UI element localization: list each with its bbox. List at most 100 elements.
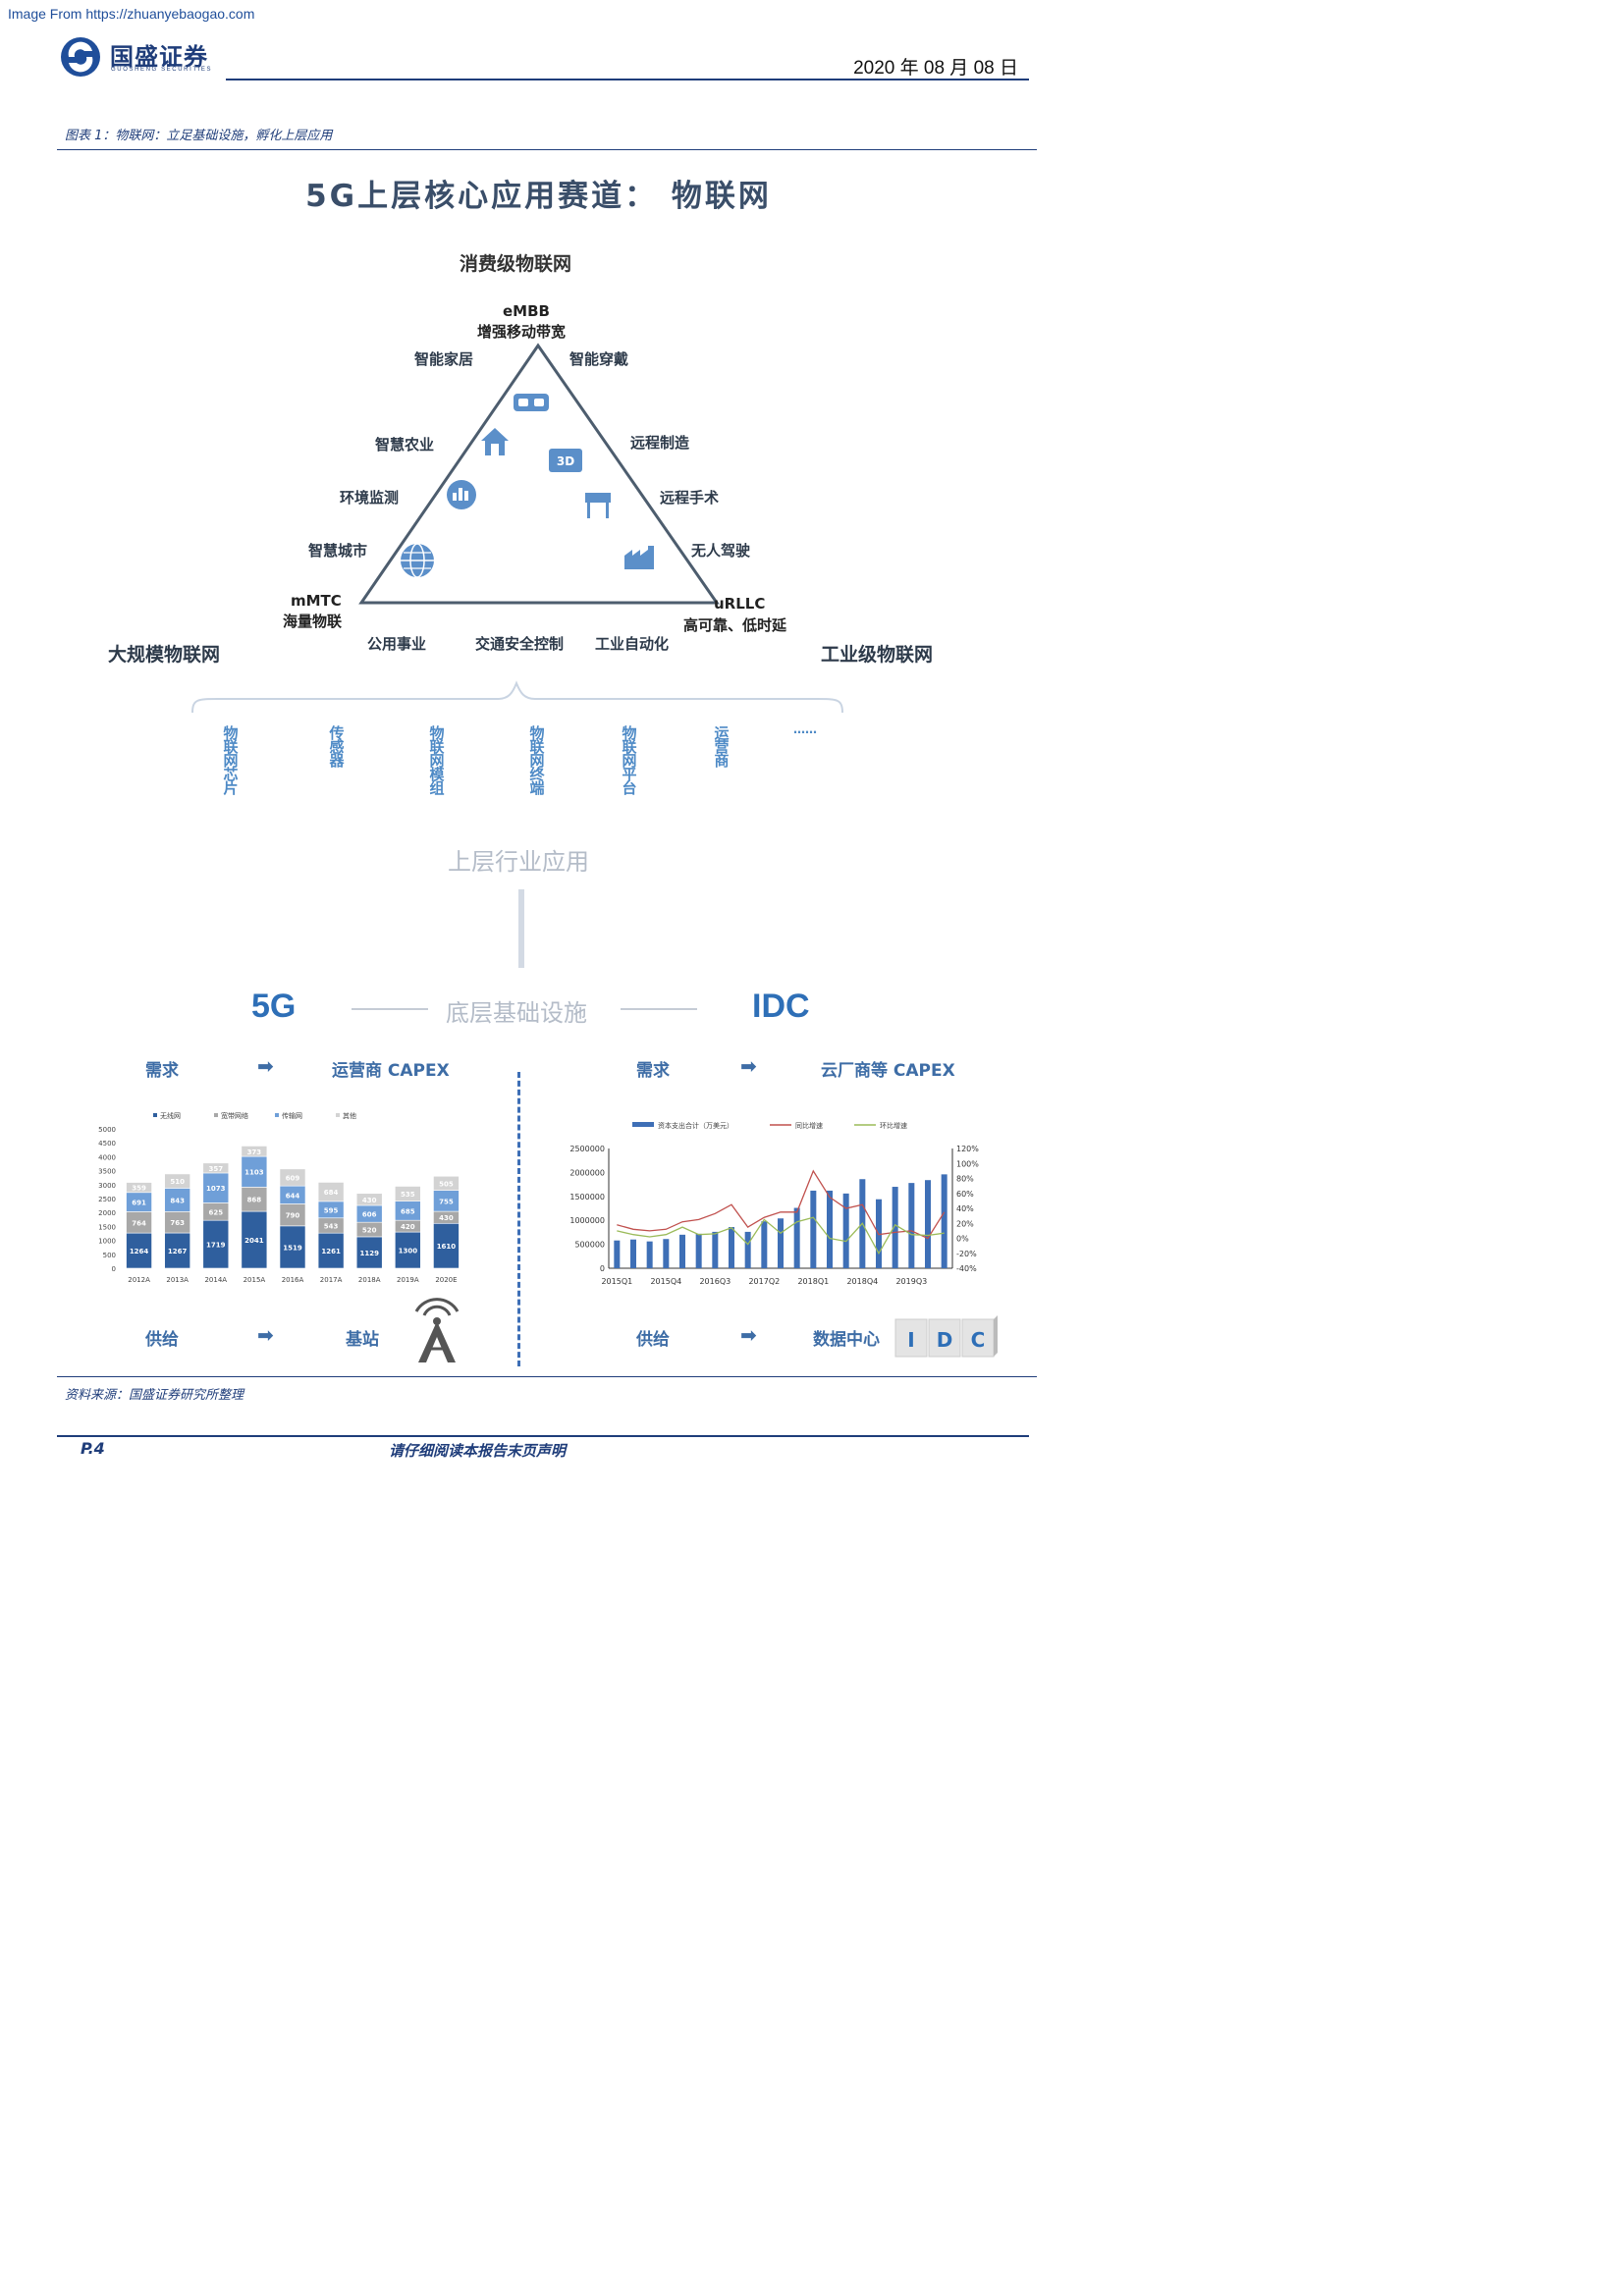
app-smart-home: 智能家居 xyxy=(414,350,474,368)
bar-value-label: 430 xyxy=(439,1214,454,1222)
x-tick-label: 2018A xyxy=(358,1276,381,1284)
embb-label: eMBB xyxy=(503,302,550,320)
bar-value-label: 606 xyxy=(362,1211,377,1219)
legend-label: 资本支出合计（万美元） xyxy=(658,1121,733,1130)
bar-segment xyxy=(202,1162,230,1174)
arrow-right-icon: ➡ xyxy=(740,1323,757,1347)
bar-value-label: 684 xyxy=(324,1189,339,1197)
bar-segment xyxy=(241,1210,268,1269)
bar-value-label: 691 xyxy=(132,1200,146,1207)
bar-segment xyxy=(241,1187,268,1212)
bar-value-label: 357 xyxy=(208,1165,223,1173)
x-tick-label: 2015Q1 xyxy=(601,1277,632,1286)
bar-segment xyxy=(317,1182,345,1202)
y-tick-label: 2500 xyxy=(98,1196,116,1203)
y-right-tick-label: -40% xyxy=(956,1264,977,1273)
y-right-tick-label: 40% xyxy=(956,1204,974,1213)
left-station: 基站 xyxy=(346,1330,379,1350)
bar-value-label: 843 xyxy=(170,1197,185,1204)
arrow-right-icon: ➡ xyxy=(257,1054,274,1078)
legend-label: 传输网 xyxy=(282,1111,302,1120)
bar-value-label: 1519 xyxy=(283,1244,302,1252)
base-infra-label: 底层基础设施 xyxy=(446,999,587,1027)
bar-segment xyxy=(164,1173,190,1189)
source-url-note: Image From https://zhuanyebaogao.com xyxy=(8,6,255,22)
capex-bar xyxy=(842,1193,849,1268)
bar-value-label: 685 xyxy=(401,1207,415,1215)
report-date: 2020 年 08 月 08 日 xyxy=(853,58,1018,79)
capex-bar xyxy=(712,1231,719,1268)
line-left xyxy=(352,1008,428,1010)
bar-value-label: 1264 xyxy=(130,1248,149,1255)
x-tick-label: 2013A xyxy=(166,1276,189,1284)
bar-segment xyxy=(279,1225,306,1269)
brand-subtitle: GUOSHENG SECURITIES xyxy=(111,67,213,73)
app-traffic-control: 交通安全控制 xyxy=(475,635,565,653)
bar-segment xyxy=(433,1222,460,1269)
legend-swatch xyxy=(336,1113,340,1117)
bar-segment xyxy=(241,1146,268,1157)
bar-segment xyxy=(433,1175,460,1191)
y-right-tick-label: 60% xyxy=(956,1190,974,1199)
bar-value-label: 543 xyxy=(324,1222,339,1230)
bar-value-label: 1073 xyxy=(206,1185,226,1193)
bar-segment xyxy=(202,1219,230,1269)
legend-swatch xyxy=(214,1113,218,1117)
right-demand: 需求 xyxy=(636,1061,670,1081)
5g-label: 5G xyxy=(251,988,297,1025)
cloud-capex-chart: 资本支出合计（万美元） 同比增速 环比增速 0 500000 1000000 150000… xyxy=(569,1121,979,1286)
x-tick-label: 2019Q3 xyxy=(895,1277,927,1286)
capex-bar xyxy=(793,1207,800,1268)
figure-caption: 图表 1：物联网：立足基础设施，孵化上层应用 xyxy=(65,129,333,143)
industrial-iot-label: 工业级物联网 xyxy=(821,644,934,666)
y-right-tick-label: 80% xyxy=(956,1175,974,1184)
footer-divider xyxy=(57,1435,1029,1437)
factory-icon xyxy=(624,546,654,569)
bar-value-label: 1719 xyxy=(206,1242,226,1250)
capex-bar xyxy=(744,1231,751,1268)
capex-bar xyxy=(778,1218,784,1268)
capex-bar xyxy=(663,1239,670,1268)
svg-text:3D: 3D xyxy=(557,454,574,468)
app-industrial-automation: 工业自动化 xyxy=(595,635,670,653)
x-tick-label: 2012A xyxy=(128,1276,150,1284)
guosheng-logo-icon xyxy=(61,37,100,77)
right-capex: 云厂商等 CAPEX xyxy=(821,1061,955,1081)
chain-more: …… xyxy=(793,722,817,736)
legend-label: 无线网 xyxy=(160,1111,181,1120)
figure-title: 5G上层核心应用赛道： 物联网 xyxy=(305,179,772,214)
y-right-tick-label: 120% xyxy=(956,1145,979,1153)
capex-bar xyxy=(810,1190,817,1268)
brand-name: 国盛证券 xyxy=(110,43,208,71)
bar-value-label: 868 xyxy=(247,1197,262,1204)
chain-iot-platform: 物联网平台 xyxy=(622,724,637,797)
chain-operator: 运营商 xyxy=(714,724,730,770)
bar-value-label: 755 xyxy=(439,1198,454,1205)
x-tick-label: 2016Q3 xyxy=(699,1277,731,1286)
bar-segment xyxy=(241,1155,268,1188)
capex-bar xyxy=(761,1221,768,1268)
surgery-table-icon xyxy=(585,493,611,518)
capex-bar xyxy=(695,1233,702,1268)
arrow-right-icon: ➡ xyxy=(257,1323,274,1347)
app-smart-wearable: 智能穿戴 xyxy=(569,350,629,368)
x-tick-label: 2017Q2 xyxy=(748,1277,780,1286)
app-remote-surgery: 远程手术 xyxy=(660,489,720,507)
bar-value-label: 420 xyxy=(401,1223,415,1231)
bar-segment xyxy=(395,1186,421,1201)
source-note: 资料来源：国盛证券研究所整理 xyxy=(65,1388,244,1403)
section-divider xyxy=(517,1072,520,1366)
capex-bar xyxy=(646,1241,653,1268)
x-tick-label: 2015A xyxy=(244,1276,266,1284)
idc-letter-c: C xyxy=(971,1328,986,1352)
legend-label: 其他 xyxy=(343,1111,356,1120)
y-left-tick-label: 500000 xyxy=(574,1241,605,1250)
app-env-monitoring: 环境监测 xyxy=(340,489,400,507)
header-divider xyxy=(226,79,1029,80)
x-tick-label: 2016A xyxy=(282,1276,304,1284)
y-tick-label: 3500 xyxy=(98,1168,116,1176)
massive-iot-label: 大规模物联网 xyxy=(108,644,221,666)
bar-value-label: 373 xyxy=(247,1148,262,1156)
idc-label: IDC xyxy=(752,988,810,1025)
home-icon xyxy=(481,428,509,455)
